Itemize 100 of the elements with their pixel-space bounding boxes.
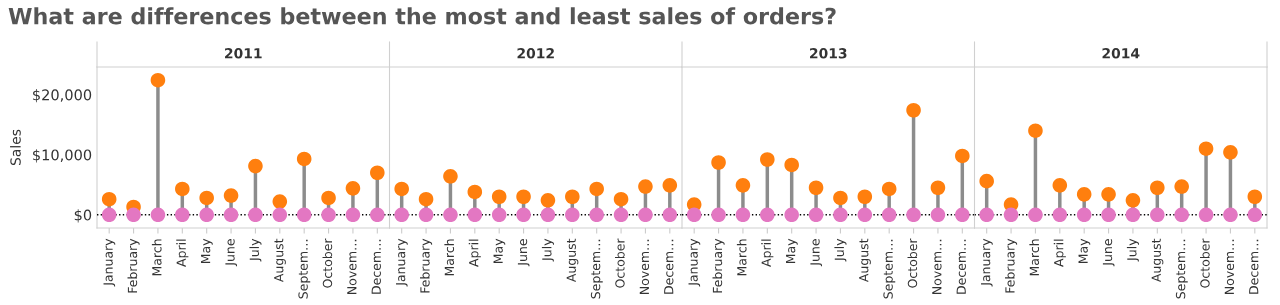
point xyxy=(930,180,946,196)
x-tick-label: August xyxy=(274,238,286,283)
x-tick-label: May xyxy=(493,238,506,264)
point xyxy=(540,207,556,223)
point xyxy=(491,189,507,205)
point xyxy=(418,191,434,207)
x-tick-label: February xyxy=(420,238,433,293)
point xyxy=(1101,187,1116,202)
x-tick-label: July xyxy=(1126,238,1139,262)
point xyxy=(491,207,507,223)
x-tick-label: Decem… xyxy=(956,239,966,294)
point xyxy=(101,207,117,223)
chart-subtitle: 2011 xyxy=(225,48,262,59)
point xyxy=(443,169,458,184)
point xyxy=(248,207,263,223)
y-tick-label: $20,000 xyxy=(33,89,92,103)
point xyxy=(833,207,848,223)
chart-title: What are differences between the most and least sales of orders? xyxy=(8,7,836,25)
point xyxy=(881,181,897,197)
point xyxy=(833,190,848,206)
y-tick-label: $0 xyxy=(74,209,92,223)
x-tick-label: April xyxy=(176,239,189,267)
point xyxy=(1174,207,1189,223)
x-tick-label: May xyxy=(201,238,213,264)
point xyxy=(662,178,678,193)
y-tick-label: $10,000 xyxy=(33,149,92,163)
point xyxy=(101,191,117,207)
point xyxy=(150,207,166,223)
x-tick-label: July xyxy=(541,238,554,262)
x-tick-label: Septem… xyxy=(883,239,896,299)
point xyxy=(394,181,409,197)
point xyxy=(1247,189,1263,205)
x-tick-label: March xyxy=(1029,239,1040,276)
x-tick-label: February xyxy=(127,238,140,293)
point xyxy=(1052,207,1068,223)
x-tick-label: October xyxy=(322,238,333,288)
point xyxy=(467,184,483,200)
x-tick-label: July xyxy=(834,238,847,262)
point xyxy=(784,157,799,173)
point xyxy=(857,207,873,223)
point xyxy=(1198,141,1214,156)
point xyxy=(199,207,214,223)
point xyxy=(955,207,970,223)
point xyxy=(199,190,214,206)
x-tick-label: August xyxy=(1151,238,1164,283)
point xyxy=(516,207,531,223)
x-tick-label: January xyxy=(688,238,701,287)
point xyxy=(248,158,263,174)
point xyxy=(955,148,970,164)
point xyxy=(784,207,799,223)
point xyxy=(686,207,702,223)
point xyxy=(1076,187,1092,202)
point xyxy=(370,165,385,181)
x-tick-label: April xyxy=(1053,239,1066,267)
x-tick-label: July xyxy=(249,238,262,262)
point xyxy=(175,181,190,197)
point xyxy=(565,207,580,223)
x-tick-label: Septem… xyxy=(298,239,311,299)
x-tick-label: January xyxy=(396,238,408,287)
point xyxy=(223,207,239,223)
point xyxy=(930,207,946,223)
point xyxy=(613,207,629,223)
point xyxy=(1125,193,1141,208)
x-tick-label: Septem… xyxy=(1175,239,1188,299)
point xyxy=(589,181,604,197)
point xyxy=(1028,123,1043,138)
point xyxy=(1223,145,1238,160)
point xyxy=(808,180,824,196)
point xyxy=(1150,180,1165,196)
x-tick-label: June xyxy=(1102,239,1115,267)
point xyxy=(906,102,921,118)
x-tick-label: March xyxy=(151,239,162,276)
point xyxy=(711,207,726,223)
point xyxy=(443,207,458,223)
point xyxy=(662,207,678,223)
point xyxy=(1174,179,1189,194)
point xyxy=(1125,207,1141,223)
x-tick-label: May xyxy=(786,238,798,264)
point xyxy=(175,207,190,223)
x-tick-label: April xyxy=(468,239,481,267)
x-tick-label: January xyxy=(103,238,116,287)
point xyxy=(735,178,751,193)
y-axis-title: Sales xyxy=(10,129,21,166)
point xyxy=(808,207,824,223)
x-tick-label: Septem… xyxy=(590,239,603,299)
point xyxy=(760,207,775,223)
x-tick-label: April xyxy=(761,239,774,267)
x-tick-label: Novem… xyxy=(639,239,650,294)
point xyxy=(857,189,873,205)
x-tick-label: October xyxy=(615,238,625,288)
point xyxy=(1028,207,1043,223)
point xyxy=(1198,207,1214,223)
point xyxy=(370,207,385,223)
point xyxy=(1150,207,1165,223)
x-tick-label: January xyxy=(981,238,993,287)
x-tick-label: August xyxy=(859,238,871,283)
point xyxy=(1076,207,1092,223)
chart-subtitle: 2014 xyxy=(1102,48,1140,59)
chart-subtitle: 2013 xyxy=(810,48,847,59)
point xyxy=(223,188,239,203)
